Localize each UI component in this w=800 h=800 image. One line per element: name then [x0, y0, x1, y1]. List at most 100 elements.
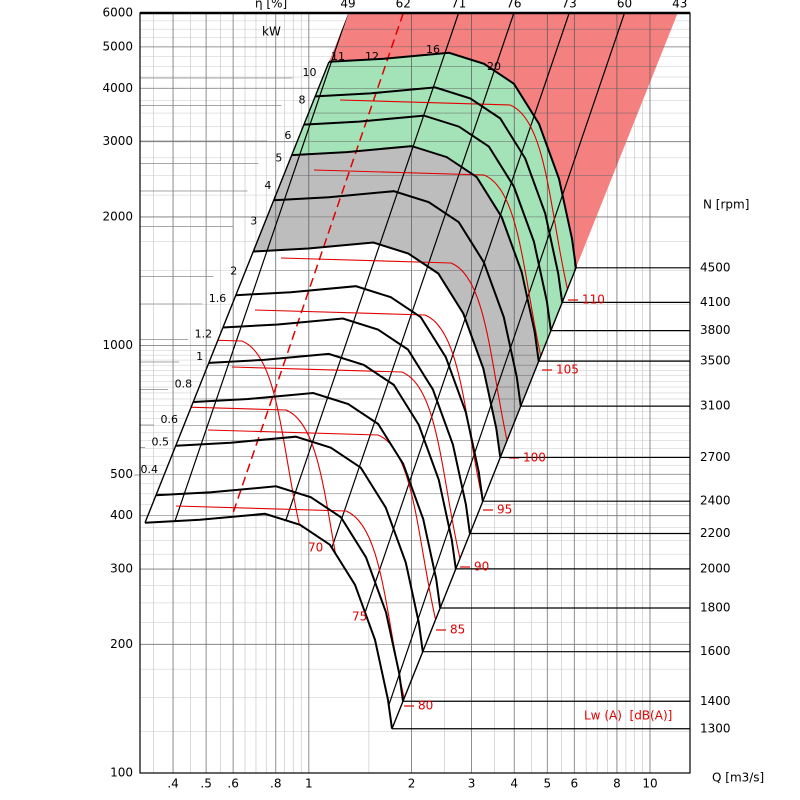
- y2-tick-label: 2200: [700, 526, 731, 540]
- efficiency-line: [145, 13, 349, 729]
- y2-tick-label: 1800: [700, 600, 731, 614]
- noise-label: 90: [474, 560, 489, 574]
- y2-tick-label: 4100: [700, 295, 731, 309]
- y-tick-label: 5000: [102, 39, 133, 53]
- noise-label: 80: [418, 699, 433, 713]
- x-axis-label: Q [m3/s]: [712, 771, 764, 785]
- x-tick-label: .8: [270, 777, 281, 791]
- power-label: 0.6: [161, 413, 179, 426]
- rpm-curve: [208, 352, 457, 570]
- x-tick-label: 1: [305, 777, 313, 791]
- power-label: 3: [250, 214, 257, 227]
- right-diagonal: [391, 267, 577, 730]
- rpm-curve: [222, 317, 471, 534]
- efficiency-label: 71: [451, 0, 466, 11]
- y2-tick-label: 1400: [700, 694, 731, 708]
- y2-tick-label: 2400: [700, 494, 731, 508]
- rpm-curve: [303, 114, 552, 331]
- y-tick-label: 1000: [102, 338, 133, 352]
- y2-tick-label: 1300: [700, 721, 731, 735]
- y2-tick-label: 3100: [700, 399, 731, 413]
- power-label: 1.6: [209, 292, 227, 305]
- top-value-label: 16: [426, 43, 440, 56]
- power-label: 0.5: [152, 435, 170, 448]
- rpm-curve: [193, 391, 442, 609]
- x-tick-label: 5: [543, 777, 551, 791]
- x-tick-label: .5: [200, 777, 211, 791]
- efficiency-label: 49: [340, 0, 355, 11]
- x-tick-label: .4: [167, 777, 178, 791]
- noise-line: [207, 429, 439, 631]
- rpm-curve: [144, 512, 393, 729]
- y-tick-label: 100: [110, 766, 133, 780]
- rpm-curve: [253, 241, 502, 458]
- efficiency-line: [345, 13, 626, 729]
- power-label: 0.8: [175, 378, 193, 391]
- noise-line: [254, 309, 486, 511]
- y2-tick-label: 2000: [700, 561, 731, 575]
- noise-label: 110: [582, 293, 605, 307]
- y-tick-label: 2000: [102, 209, 133, 223]
- power-label: 8: [299, 94, 306, 107]
- power-label: 6: [284, 129, 291, 142]
- y-tick-label: 3000: [102, 134, 133, 148]
- y-tick-label: 200: [110, 637, 133, 651]
- y2-tick-label: 2700: [700, 450, 731, 464]
- y-tick-label: 6000: [102, 6, 133, 20]
- left-diagonal: [144, 61, 330, 524]
- power-label: 0.4: [141, 463, 159, 476]
- y-tick-label: 300: [110, 562, 133, 576]
- x-tick-label: 8: [613, 777, 621, 791]
- x-tick-label: 2: [408, 777, 416, 791]
- rpm-curve: [155, 485, 404, 702]
- x-tick-label: 6: [570, 777, 578, 791]
- rpm-curve: [315, 86, 564, 303]
- efficiency-label: 43: [672, 0, 687, 11]
- power-label: 1.2: [195, 328, 213, 341]
- top-value-label: 20: [487, 60, 501, 73]
- power-label: 4: [264, 179, 271, 192]
- x-tick-label: 4: [510, 777, 518, 791]
- noise-line: [231, 366, 463, 568]
- noise-line: [145, 335, 303, 537]
- x-tick-label: .6: [227, 777, 238, 791]
- y-tick-label: 500: [110, 467, 133, 481]
- efficiency-axis-label: η [%]: [255, 0, 287, 11]
- noise-line: [280, 257, 512, 459]
- noise-label: 100: [523, 451, 546, 465]
- efficiency-label: 60: [617, 0, 632, 11]
- y2-tick-label: 1600: [700, 644, 731, 658]
- rpm-curve: [273, 190, 522, 407]
- green-region: [291, 52, 576, 362]
- noise-label: 75: [352, 610, 367, 624]
- noise-label: 70: [308, 541, 323, 555]
- y2-tick-label: 3800: [700, 323, 731, 337]
- x-tick-label: 10: [642, 777, 657, 791]
- overload-region: [329, 13, 678, 268]
- x-tick-label: 3: [468, 777, 476, 791]
- power-label: 10: [303, 66, 317, 79]
- top-value-label: 12: [365, 50, 379, 63]
- power-label: 5: [275, 151, 282, 164]
- top-value-label: 11: [331, 50, 345, 63]
- rpm-curve: [291, 145, 540, 362]
- efficiency-label: 62: [396, 0, 411, 11]
- y2-tick-label: 3500: [700, 354, 731, 368]
- power-axis-label: kW: [262, 25, 281, 39]
- efficiency-label: 73: [562, 0, 577, 11]
- grey-region: [253, 146, 539, 458]
- noise-line: [339, 99, 571, 301]
- y2-tick-label: 4500: [700, 260, 731, 274]
- noise-label: 95: [497, 503, 512, 517]
- rpm-curve: [175, 435, 424, 652]
- y2-axis-label: N [rpm]: [703, 198, 749, 212]
- power-label: 1: [196, 350, 203, 363]
- rpm-curve: [235, 285, 484, 502]
- power-label: 2: [230, 265, 237, 278]
- noise-label: 105: [556, 363, 579, 377]
- y-tick-label: 400: [110, 508, 133, 522]
- efficiency-label: 76: [506, 0, 521, 11]
- noise-lines: [145, 99, 571, 707]
